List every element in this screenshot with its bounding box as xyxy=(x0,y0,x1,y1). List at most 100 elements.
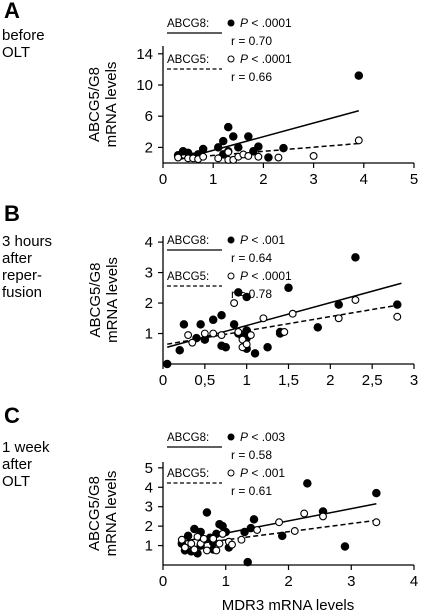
data-point-abcg8 xyxy=(218,136,228,146)
data-point-abcg5 xyxy=(393,312,402,321)
fit-line-abcg5 xyxy=(177,142,359,160)
y-axis-label: ABCG5/G8mRNA levels xyxy=(86,471,120,557)
y-axis-label: ABCG5/G8mRNA levels xyxy=(86,62,120,148)
p-symbol: P xyxy=(240,233,248,247)
data-point-abcg8 xyxy=(213,143,223,152)
data-point-abcg8 xyxy=(340,542,350,551)
panel-description-line: 3 hours xyxy=(2,233,52,250)
x-tick-label: 1,5 xyxy=(278,372,299,389)
y-axis-label-line: mRNA levels xyxy=(103,471,120,557)
data-point-abcg5 xyxy=(288,309,297,318)
data-point-abcg5 xyxy=(188,338,197,347)
y-tick-label: 2 xyxy=(145,295,153,312)
legend-series-name: ABCG5: xyxy=(167,271,209,283)
p-symbol: P xyxy=(240,16,248,30)
legend-marker xyxy=(227,55,235,63)
data-point-abcg5 xyxy=(214,154,223,163)
p-text: < .0001 xyxy=(248,16,292,30)
panel-label: A xyxy=(4,0,20,23)
data-point-abcg5 xyxy=(246,331,255,339)
x-tick-label: 2 xyxy=(284,573,292,590)
data-point-abcg5 xyxy=(253,526,262,534)
data-point-abcg5 xyxy=(200,329,209,338)
legend-series-name: ABCG8: xyxy=(167,235,209,247)
panel-description-line: OLT xyxy=(2,473,30,490)
panel-label: B xyxy=(4,201,20,226)
x-tick-label: 2 xyxy=(259,171,267,188)
data-point-abcg8 xyxy=(354,71,364,80)
legend-series-name: ABCG8: xyxy=(167,18,209,30)
data-point-abcg8 xyxy=(243,557,252,567)
legend-marker xyxy=(227,236,235,244)
p-symbol: P xyxy=(240,269,248,283)
data-point-abcg5 xyxy=(274,153,283,162)
data-point-abcg8 xyxy=(277,531,287,541)
data-point-abcg8 xyxy=(234,143,243,152)
panel-description-line: before xyxy=(2,27,45,44)
data-point-abcg5 xyxy=(215,539,224,548)
data-point-abcg8 xyxy=(313,323,323,332)
panel-description-line: 1 week xyxy=(2,439,50,456)
data-point-abcg8 xyxy=(351,253,360,262)
legend-p-value: P < .0001 xyxy=(240,52,292,66)
data-point-abcg8 xyxy=(244,132,253,141)
data-point-abcg5 xyxy=(319,512,327,521)
data-point-abcg5 xyxy=(209,329,218,338)
panel-description-line: reper- xyxy=(2,267,42,284)
x-tick-label: 5 xyxy=(410,171,418,188)
legend-p-value: P < .003 xyxy=(240,430,285,444)
data-point-abcg5 xyxy=(218,529,227,538)
y-axis-label-line: ABCG5/G8 xyxy=(86,67,103,142)
y-tick-label: 10 xyxy=(136,77,153,94)
y-axis-label-line: ABCG5/G8 xyxy=(87,262,104,337)
data-point-abcg5 xyxy=(228,540,236,549)
p-text: < .003 xyxy=(248,430,285,444)
data-point-abcg8 xyxy=(279,143,288,153)
y-axis-label: ABCG5/G8mRNA levels xyxy=(87,257,121,343)
data-point-abcg5 xyxy=(237,535,246,544)
fit-line-abcg8 xyxy=(177,110,359,161)
y-tick-label: 3 xyxy=(145,265,153,282)
data-point-abcg5 xyxy=(177,535,186,544)
data-point-abcg8 xyxy=(334,300,343,309)
panel-label: C xyxy=(4,403,20,428)
y-tick-label: 1 xyxy=(145,326,153,343)
y-tick-label: 3 xyxy=(145,499,153,516)
data-point-abcg8 xyxy=(303,479,312,488)
x-tick-label: 4 xyxy=(410,573,418,590)
legend-marker xyxy=(227,272,235,280)
data-point-abcg8 xyxy=(254,142,263,151)
legend-r-value: r = 0.66 xyxy=(231,70,272,84)
data-point-abcg8 xyxy=(198,144,208,154)
data-point-abcg5 xyxy=(202,546,211,555)
data-point-abcg8 xyxy=(393,300,402,309)
x-tick-label: 3 xyxy=(347,573,355,590)
y-tick-label: 2 xyxy=(145,139,153,156)
p-symbol: P xyxy=(240,430,248,444)
data-point-abcg5 xyxy=(372,518,381,527)
p-symbol: P xyxy=(240,466,248,480)
y-tick-label: 4 xyxy=(145,479,153,496)
panel-description-line: OLT xyxy=(2,44,30,61)
x-tick-label: 3 xyxy=(309,171,317,188)
data-point-abcg5 xyxy=(190,545,199,554)
legend-series-name: ABCG5: xyxy=(167,468,209,480)
data-point-abcg5 xyxy=(184,331,193,339)
x-tick-label: 0 xyxy=(159,573,167,590)
data-point-abcg5 xyxy=(209,534,218,543)
data-point-abcg5 xyxy=(275,518,284,527)
y-tick-label: 4 xyxy=(145,234,153,251)
legend-r-value: r = 0.61 xyxy=(231,484,272,498)
y-axis-label-line: mRNA levels xyxy=(103,62,120,148)
panel-description-line: after xyxy=(2,456,32,473)
data-point-abcg8 xyxy=(221,342,231,352)
p-symbol: P xyxy=(240,52,248,66)
legend-p-value: P < .001 xyxy=(240,233,285,247)
y-axis-label-line: ABCG5/G8 xyxy=(86,476,103,551)
legend-marker xyxy=(227,469,235,477)
x-tick-label: 3 xyxy=(410,372,418,389)
data-point-abcg8 xyxy=(242,292,251,302)
data-point-abcg8 xyxy=(196,320,205,329)
